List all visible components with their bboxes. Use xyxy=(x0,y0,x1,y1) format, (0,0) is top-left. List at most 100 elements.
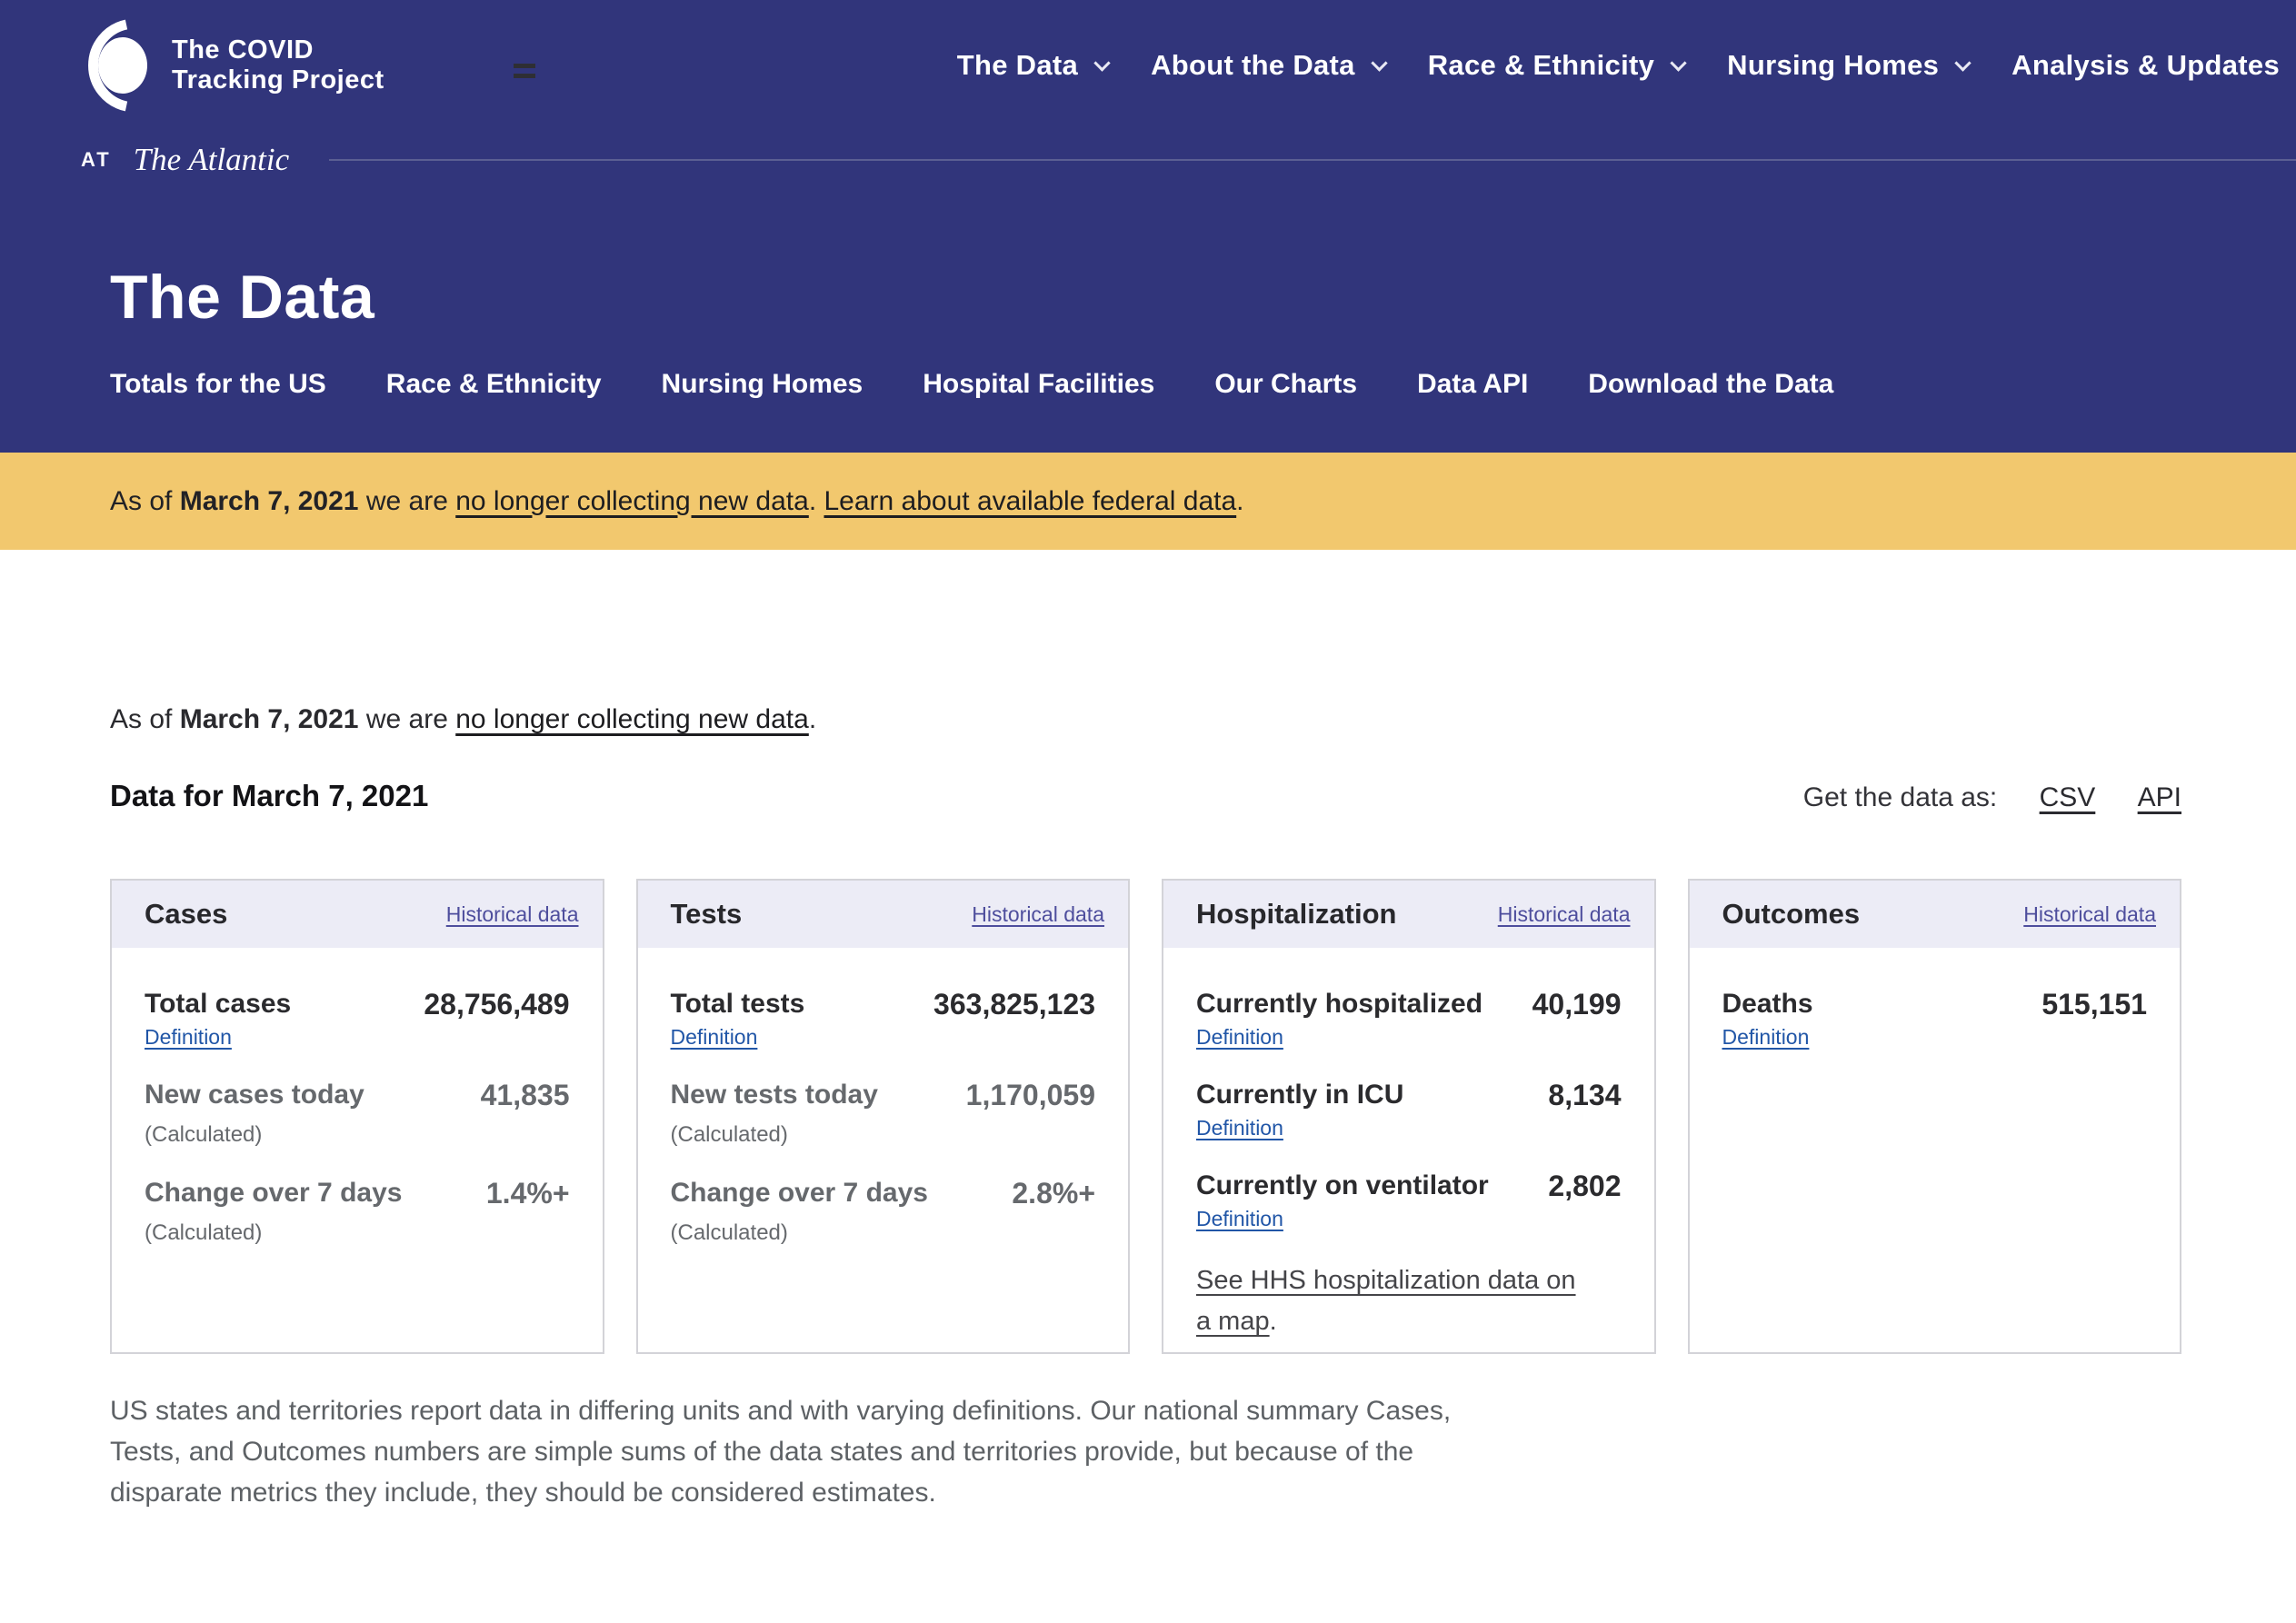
tests-card-body: Total tests Definition 363,825,123 New t… xyxy=(638,948,1129,1246)
metric-value: 363,825,123 xyxy=(933,988,1095,1021)
intro-prefix: As of xyxy=(110,704,180,734)
definition-link[interactable]: Definition xyxy=(1196,1116,1283,1140)
metric-label: Currently hospitalized xyxy=(1196,989,1483,1019)
metric-value: 515,151 xyxy=(2041,988,2147,1021)
calculated-note: (Calculated) xyxy=(670,1220,788,1245)
card-title: Outcomes xyxy=(1722,898,1861,930)
card-title: Tests xyxy=(670,898,743,930)
hhs-map-link[interactable]: See HHS hospitalization data on a map xyxy=(1196,1266,1576,1336)
metric-currently-hospitalized: Currently hospitalized Definition 40,199 xyxy=(1196,988,1622,1050)
definition-link[interactable]: Definition xyxy=(670,1025,758,1049)
cases-card-body: Total cases Definition 28,756,489 New ca… xyxy=(112,948,603,1246)
nav-item-nursing-homes[interactable]: Nursing Homes xyxy=(1727,49,1972,82)
historical-data-link[interactable]: Historical data xyxy=(2023,901,2156,926)
definition-link[interactable]: Definition xyxy=(145,1025,232,1049)
nav-label: Race & Ethnicity xyxy=(1427,49,1655,81)
get-data-label: Get the data as: xyxy=(1802,782,1998,812)
logo-text: The COVID Tracking Project xyxy=(172,35,384,95)
no-longer-collecting-link[interactable]: no longer collecting new data xyxy=(455,704,809,734)
metric-label: Total tests xyxy=(670,989,805,1019)
chevron-down-icon xyxy=(1093,54,1111,72)
subnav-data-api[interactable]: Data API xyxy=(1417,369,1529,399)
metric-change-7-days: Change over 7 days (Calculated) 1.4%+ xyxy=(145,1177,570,1246)
logo-line2: Tracking Project xyxy=(172,65,384,95)
metric-change-7-days: Change over 7 days (Calculated) 2.8%+ xyxy=(671,1177,1096,1246)
menu-icon[interactable] xyxy=(514,64,535,84)
subnav-totals-for-the-us[interactable]: Totals for the US xyxy=(110,369,326,399)
no-longer-collecting-link[interactable]: no longer collecting new data xyxy=(455,485,809,516)
banner-middle: we are xyxy=(358,485,456,516)
card-title: Cases xyxy=(145,898,228,930)
subnav-our-charts[interactable]: Our Charts xyxy=(1214,369,1358,399)
intro-middle: we are xyxy=(358,704,456,734)
main-content: As of March 7, 2021 we are no longer col… xyxy=(0,704,2296,1586)
hhs-map-line: See HHS hospitalization data on a map. xyxy=(1196,1260,1587,1342)
metric-label: New tests today xyxy=(670,1080,878,1110)
notice-banner: As of March 7, 2021 we are no longer col… xyxy=(0,453,2296,550)
metric-value: 28,756,489 xyxy=(424,988,570,1021)
header-divider xyxy=(329,159,2296,161)
intro-note: As of March 7, 2021 we are no longer col… xyxy=(110,704,2181,735)
page-title: The Data xyxy=(110,263,375,332)
metric-label: New cases today xyxy=(145,1080,364,1110)
api-link[interactable]: API xyxy=(2137,782,2181,812)
metric-label: Change over 7 days xyxy=(145,1178,403,1208)
intro-date: March 7, 2021 xyxy=(179,704,359,734)
covid-tracking-logo-icon xyxy=(81,18,150,113)
hospitalization-card-body: Currently hospitalized Definition 40,199… xyxy=(1163,948,1654,1342)
definition-link[interactable]: Definition xyxy=(1196,1207,1283,1230)
nav-item-analysis-updates[interactable]: Analysis & Updates xyxy=(2011,49,2280,82)
federal-data-link[interactable]: Learn about available federal data xyxy=(824,485,1237,516)
nav-item-race-ethnicity[interactable]: Race & Ethnicity xyxy=(1427,49,1687,82)
metric-value: 2.8%+ xyxy=(1012,1177,1095,1210)
main-navigation: The Data About the Data Race & Ethnicity… xyxy=(957,49,2280,82)
banner-suffix: . xyxy=(1236,485,1244,516)
nav-item-about-the-data[interactable]: About the Data xyxy=(1151,49,1388,82)
subnav-nursing-homes[interactable]: Nursing Homes xyxy=(661,369,863,399)
logo-line1: The COVID xyxy=(172,35,314,65)
metric-total-tests: Total tests Definition 363,825,123 xyxy=(671,988,1096,1050)
calculated-note: (Calculated) xyxy=(145,1220,263,1245)
definition-link[interactable]: Definition xyxy=(1722,1025,1810,1049)
metric-label: Currently in ICU xyxy=(1196,1080,1404,1110)
historical-data-link[interactable]: Historical data xyxy=(445,901,579,926)
metric-label: Currently on ventilator xyxy=(1196,1170,1489,1200)
data-heading: Data for March 7, 2021 xyxy=(110,779,429,812)
intro-suffix: . xyxy=(808,704,817,734)
banner-date: March 7, 2021 xyxy=(179,485,359,516)
calculated-note: (Calculated) xyxy=(145,1122,263,1147)
tests-card: Tests Historical data Total tests Defini… xyxy=(635,879,1130,1354)
definition-link[interactable]: Definition xyxy=(1196,1025,1283,1049)
at-label: AT xyxy=(81,148,112,171)
nav-label: The Data xyxy=(956,49,1079,81)
metric-label: Total cases xyxy=(145,989,292,1019)
cases-card: Cases Historical data Total cases Defini… xyxy=(110,879,604,1354)
historical-data-link[interactable]: Historical data xyxy=(972,901,1104,926)
metric-total-cases: Total cases Definition 28,756,489 xyxy=(145,988,570,1050)
metric-deaths: Deaths Definition 515,151 xyxy=(1722,988,2148,1050)
subnav-hospital-facilities[interactable]: Hospital Facilities xyxy=(923,369,1155,399)
cases-card-header: Cases Historical data xyxy=(112,881,603,948)
logo[interactable]: The COVID Tracking Project xyxy=(81,18,384,113)
site-header: The COVID Tracking Project The Data Abou… xyxy=(0,0,2296,453)
metric-value: 40,199 xyxy=(1532,988,1622,1021)
metric-value: 8,134 xyxy=(1548,1079,1622,1111)
chevron-down-icon xyxy=(1954,54,1972,72)
subnav-race-ethnicity[interactable]: Race & Ethnicity xyxy=(385,369,602,399)
metric-currently-on-ventilator: Currently on ventilator Definition 2,802 xyxy=(1196,1170,1622,1231)
subnav-download-the-data[interactable]: Download the Data xyxy=(1588,369,1834,399)
csv-link[interactable]: CSV xyxy=(2039,782,2096,812)
get-data-row: Get the data as: CSV API xyxy=(1803,782,2181,813)
banner-text: As of March 7, 2021 we are no longer col… xyxy=(110,486,1244,517)
nav-label: About the Data xyxy=(1151,49,1355,81)
chevron-down-icon xyxy=(1371,54,1388,72)
nav-item-the-data[interactable]: The Data xyxy=(956,49,1111,82)
metric-value: 1.4%+ xyxy=(485,1177,570,1210)
data-section-header: Data for March 7, 2021 Get the data as: … xyxy=(110,779,2181,813)
metric-label: Change over 7 days xyxy=(670,1178,928,1208)
outcomes-card-header: Outcomes Historical data xyxy=(1689,881,2180,948)
historical-data-link[interactable]: Historical data xyxy=(1497,901,1631,926)
outcomes-card-body: Deaths Definition 515,151 xyxy=(1690,948,2181,1050)
metric-value: 2,802 xyxy=(1548,1170,1622,1202)
the-atlantic-link[interactable]: The Atlantic xyxy=(133,142,290,177)
